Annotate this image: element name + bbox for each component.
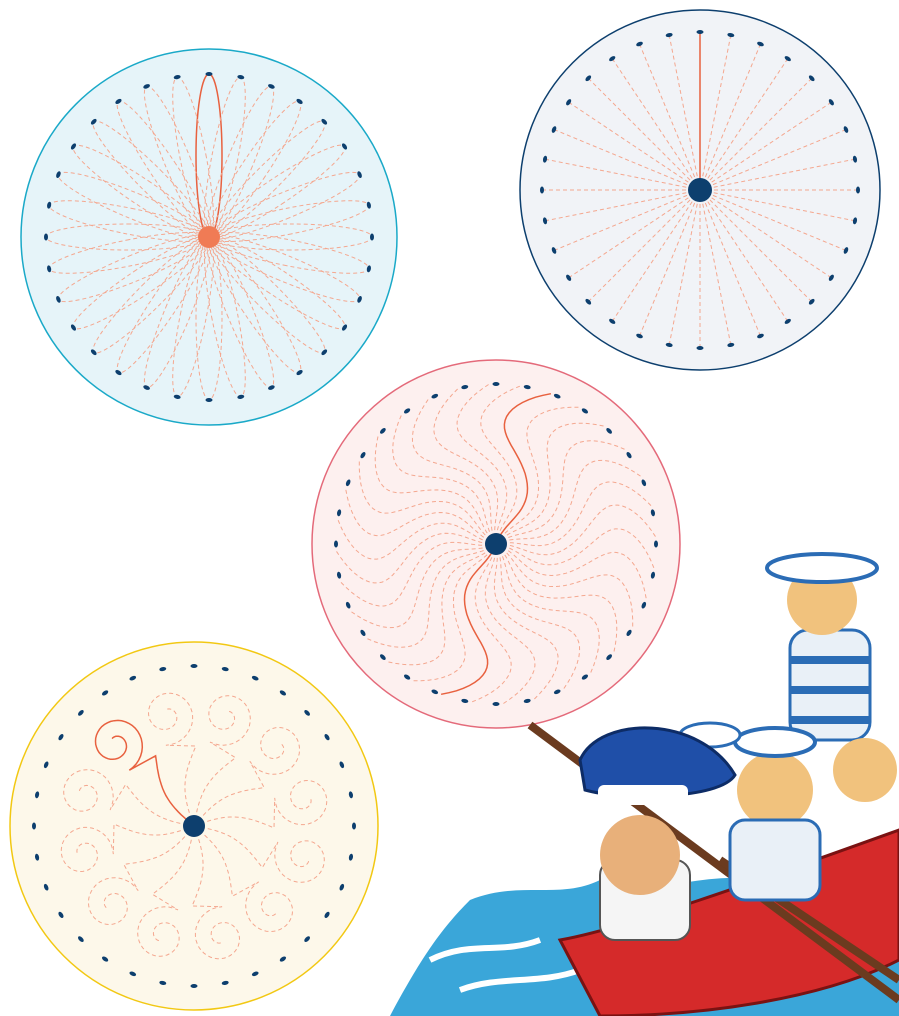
target-dot xyxy=(493,702,500,706)
start-dot xyxy=(485,533,507,555)
sailor-body xyxy=(730,820,820,900)
sailor-head xyxy=(833,738,897,802)
target-dot xyxy=(206,398,213,402)
start-dot xyxy=(688,178,712,202)
target-dot xyxy=(540,187,544,194)
target-dot xyxy=(352,823,356,830)
target-dot xyxy=(191,984,198,988)
tracing-circle xyxy=(312,360,680,728)
target-dot xyxy=(856,187,860,194)
cap-band xyxy=(598,785,688,805)
target-dot xyxy=(334,541,338,548)
tracing-circle xyxy=(21,49,397,425)
sailor-hat xyxy=(735,728,815,756)
start-dot xyxy=(198,226,220,248)
target-dot xyxy=(191,664,198,668)
sailor-head xyxy=(737,752,813,828)
target-dot xyxy=(697,346,704,350)
page: (() => { const svg = document.getElement… xyxy=(0,0,899,1016)
captain-head xyxy=(600,815,680,895)
target-dot xyxy=(493,382,500,386)
target-dot xyxy=(370,234,374,241)
tracing-circle xyxy=(10,642,378,1010)
target-dot xyxy=(44,234,48,241)
target-dot xyxy=(32,823,36,830)
target-dot xyxy=(697,30,704,34)
sailor-hat xyxy=(767,554,877,582)
worksheet xyxy=(0,0,899,1016)
target-dot xyxy=(654,541,658,548)
target-dot xyxy=(206,72,213,76)
start-dot xyxy=(183,815,205,837)
tracing-circle xyxy=(520,10,880,370)
